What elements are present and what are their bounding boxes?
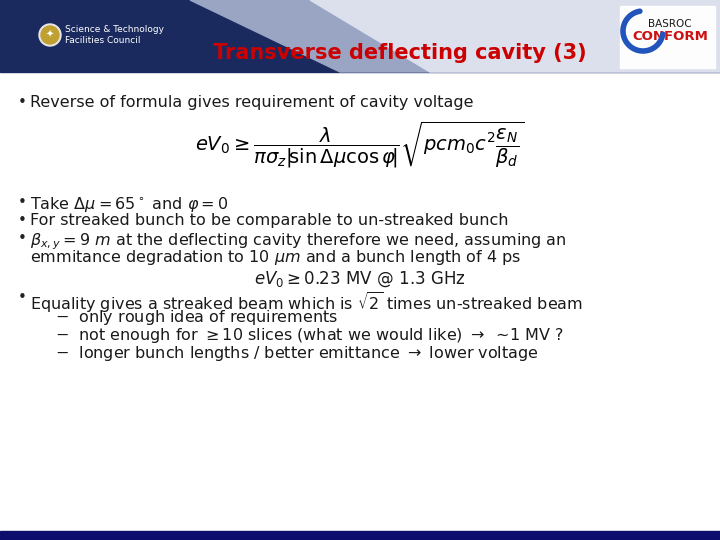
Text: •: • (18, 213, 27, 228)
Text: •: • (18, 231, 27, 246)
Bar (0, 0, 720, 72)
Text: emmitance degradation to $10\ \mu\mathit{m}$ and a bunch length of $4$ ps: emmitance degradation to $10\ \mu\mathit… (30, 248, 521, 267)
Text: For streaked bunch to be comparable to un-streaked bunch: For streaked bunch to be comparable to u… (30, 213, 508, 228)
Text: $eV_0 \geq \dfrac{\lambda}{\pi\sigma_z |\!\sin\Delta\mu\cos\varphi\!|}\sqrt{pcm_: $eV_0 \geq \dfrac{\lambda}{\pi\sigma_z |… (196, 120, 524, 170)
Text: •: • (18, 195, 27, 210)
Polygon shape (310, 0, 720, 72)
Polygon shape (190, 0, 720, 72)
Text: Transverse deflecting cavity (3): Transverse deflecting cavity (3) (213, 43, 587, 63)
Circle shape (39, 24, 61, 46)
Text: Science & Technology
Facilities Council: Science & Technology Facilities Council (65, 25, 164, 45)
Text: Reverse of formula gives requirement of cavity voltage: Reverse of formula gives requirement of … (30, 95, 474, 110)
Text: $-$  not enough for $\geq 10$ slices (what we would like) $\rightarrow\ \sim\!1\: $-$ not enough for $\geq 10$ slices (wha… (55, 326, 564, 345)
Text: $eV_0 \geq 0.23\ \mathrm{MV}\ @\ 1.3\ \mathrm{GHz}$: $eV_0 \geq 0.23\ \mathrm{MV}\ @\ 1.3\ \m… (254, 269, 466, 288)
Bar (0, 531, 720, 540)
Text: •: • (18, 290, 27, 305)
Text: BASROC: BASROC (648, 19, 692, 29)
Circle shape (41, 26, 59, 44)
Text: Take $\Delta\mu = 65^\circ$ and $\varphi = 0$: Take $\Delta\mu = 65^\circ$ and $\varphi… (30, 195, 228, 214)
Text: Equality gives a streaked beam which is $\sqrt{2}$ times un-streaked beam: Equality gives a streaked beam which is … (30, 290, 583, 315)
Text: ✦: ✦ (46, 30, 54, 40)
Text: $-$  longer bunch lengths / better emittance $\rightarrow$ lower voltage: $-$ longer bunch lengths / better emitta… (55, 344, 539, 363)
Text: •: • (18, 95, 27, 110)
Text: $-$  only rough idea of requirements: $-$ only rough idea of requirements (55, 308, 338, 327)
Text: CONFORM: CONFORM (632, 30, 708, 43)
Bar (620, 6, 715, 68)
Text: $\beta_{x,y} = 9\ \mathit{m}$ at the deflecting cavity therefore we need, assumi: $\beta_{x,y} = 9\ \mathit{m}$ at the def… (30, 231, 567, 252)
